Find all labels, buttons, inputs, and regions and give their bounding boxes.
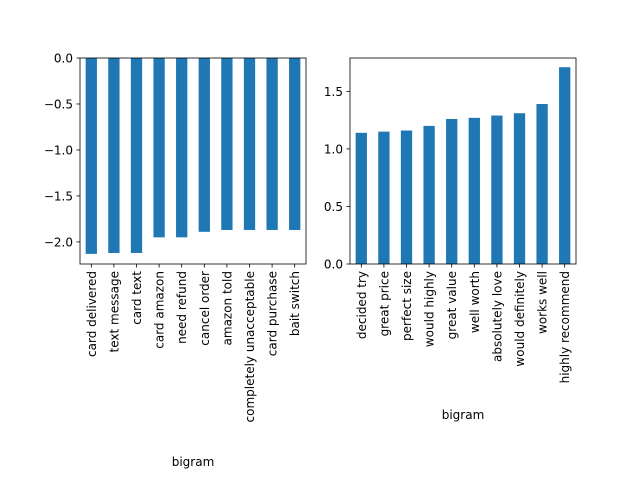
x-tick-label-1-9: highly recommend — [558, 271, 572, 383]
bar-1-5 — [468, 117, 480, 264]
y-tick-label-1-0: 0.0 — [324, 258, 343, 272]
bar-1-1 — [378, 131, 390, 264]
x-tick-label-0-5: cancel order — [198, 271, 212, 346]
x-tick-label-0-2: card text — [130, 271, 144, 325]
bar-0-7 — [243, 58, 256, 230]
x-tick-label-1-7: would definitely — [513, 271, 527, 367]
bar-0-2 — [130, 58, 143, 253]
right-chart-panel: 0.0 0.5 1.0 1.5 decided try great price perfec… — [324, 57, 577, 422]
bar-0-1 — [108, 58, 120, 253]
bar-0-9 — [289, 58, 301, 230]
bar-1-9 — [559, 67, 571, 265]
bar-1-6 — [491, 115, 503, 264]
x-axis-title-1: bigram — [442, 408, 485, 422]
y-tick-label-1-1: 0.5 — [324, 200, 343, 214]
left-chart-panel: −2.0 −1.5 −1.0 −0.5 0.0 card delivered text me… — [44, 52, 307, 469]
bar-0-3 — [153, 58, 165, 238]
bar-1-3 — [423, 125, 435, 265]
axes-frame-0 — [79, 57, 307, 265]
bar-1-0 — [355, 132, 367, 264]
x-tick-label-0-7: completely unacceptable — [243, 271, 257, 422]
y-tick-label-1-3: 1.5 — [324, 85, 343, 99]
x-tick-label-1-4: great value — [445, 271, 459, 339]
x-tick-label-0-6: amazon told — [220, 271, 234, 345]
bar-0-0 — [85, 58, 97, 254]
bar-0-4 — [176, 58, 188, 238]
x-tick-label-1-2: perfect size — [400, 271, 414, 341]
x-tick-label-0-0: card delivered — [85, 271, 99, 357]
x-tick-label-0-8: card purchase — [266, 271, 280, 356]
x-tick-label-1-1: great price — [377, 271, 391, 336]
bar-1-8 — [536, 104, 548, 264]
bar-0-5 — [198, 58, 210, 232]
x-tick-label-0-9: bait switch — [288, 271, 302, 336]
x-tick-label-0-3: card amazon — [153, 271, 167, 349]
bar-1-7 — [513, 113, 526, 265]
x-tick-label-1-6: absolutely love — [490, 271, 504, 362]
y-tick-label-0-0: −2.0 — [44, 235, 73, 249]
y-tick-label-0-2: −1.0 — [44, 143, 73, 157]
y-tick-label-0-3: −0.5 — [44, 97, 73, 111]
x-tick-label-1-0: decided try — [355, 271, 369, 339]
y-tick-label-0-1: −1.5 — [44, 189, 73, 203]
bar-1-2 — [400, 130, 413, 264]
x-tick-label-0-4: need refund — [175, 271, 189, 344]
x-tick-label-1-5: well worth — [468, 271, 482, 333]
bar-1-4 — [446, 118, 458, 265]
x-tick-label-0-1: text message — [107, 271, 121, 352]
x-axis-title-0: bigram — [172, 455, 215, 469]
bar-0-6 — [221, 58, 233, 230]
axes-frame-1 — [349, 57, 577, 265]
x-tick-label-1-3: would highly — [423, 271, 437, 347]
y-tick-label-0-4: 0.0 — [54, 52, 73, 66]
x-tick-label-1-8: works well — [536, 271, 550, 334]
y-tick-label-1-2: 1.0 — [324, 142, 343, 156]
bar-0-8 — [266, 58, 278, 230]
